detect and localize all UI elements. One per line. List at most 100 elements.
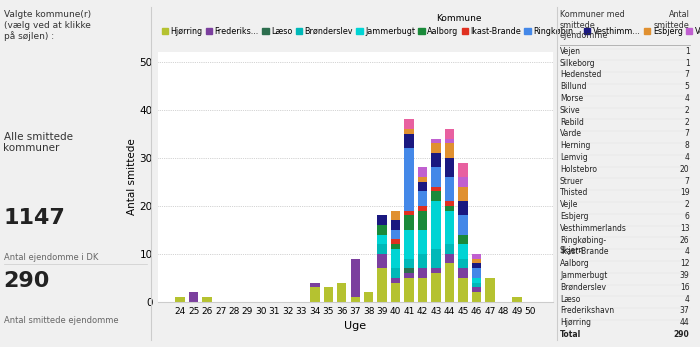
Bar	[405, 273, 414, 278]
Text: Herning: Herning	[560, 141, 590, 150]
Bar	[485, 278, 495, 302]
Bar	[418, 211, 427, 230]
Bar	[458, 244, 468, 259]
Bar	[444, 143, 454, 158]
Text: Hjørring: Hjørring	[560, 318, 591, 327]
Bar	[405, 119, 414, 129]
Bar	[444, 244, 454, 254]
Bar	[458, 268, 468, 278]
Bar	[391, 278, 400, 283]
Text: 2: 2	[685, 118, 690, 127]
Bar	[472, 268, 481, 278]
Bar	[364, 292, 373, 302]
Y-axis label: Antal smittede: Antal smittede	[127, 138, 136, 215]
Text: Ringkøbing-
Skjern: Ringkøbing- Skjern	[560, 236, 606, 255]
Bar	[458, 201, 468, 215]
Bar	[391, 211, 400, 220]
Text: Thisted: Thisted	[560, 188, 589, 197]
Bar	[391, 230, 400, 239]
X-axis label: Uge: Uge	[344, 321, 366, 331]
Text: 4: 4	[685, 153, 690, 162]
Bar	[431, 153, 441, 167]
Text: 20: 20	[680, 165, 689, 174]
Text: Frederikshavn: Frederikshavn	[560, 306, 614, 315]
Legend: Hjørring, Frederiks..., Læso, Brønderslev, Jammerbugt, Aalborg, Ikast-Brande, Ri: Hjørring, Frederiks..., Læso, Brøndersle…	[162, 14, 700, 36]
Bar	[377, 215, 387, 225]
Text: 6: 6	[685, 212, 690, 221]
Bar	[405, 259, 414, 268]
Bar	[323, 287, 333, 302]
Text: 2: 2	[685, 106, 690, 115]
Text: 290: 290	[4, 271, 50, 291]
Bar	[418, 230, 427, 254]
Bar	[431, 143, 441, 153]
Text: Esbjerg: Esbjerg	[560, 212, 589, 221]
Bar	[458, 162, 468, 177]
Text: 1147: 1147	[4, 208, 65, 228]
Bar	[512, 297, 522, 302]
Bar	[418, 206, 427, 211]
Text: Antal smittede ejendomme: Antal smittede ejendomme	[4, 316, 118, 325]
Text: 12: 12	[680, 259, 689, 268]
Bar	[405, 230, 414, 259]
Bar	[444, 211, 454, 244]
Text: 7: 7	[685, 177, 690, 186]
Bar	[444, 129, 454, 138]
Bar	[377, 244, 387, 254]
Bar	[431, 187, 441, 192]
Text: Total: Total	[560, 330, 581, 339]
Bar	[431, 167, 441, 187]
Bar	[472, 287, 481, 292]
Bar	[405, 211, 414, 215]
Text: 1: 1	[685, 47, 690, 56]
Bar	[431, 273, 441, 302]
Bar	[458, 235, 468, 244]
Bar	[351, 259, 360, 297]
Bar	[444, 254, 454, 263]
Bar	[377, 225, 387, 235]
Bar	[472, 283, 481, 287]
Bar	[391, 283, 400, 302]
Bar	[444, 158, 454, 177]
Text: 290: 290	[673, 330, 690, 339]
Text: Holstebro: Holstebro	[560, 165, 597, 174]
Bar	[391, 220, 400, 230]
Text: Morse: Morse	[560, 94, 583, 103]
Text: Antal
smittede: Antal smittede	[654, 10, 690, 30]
Text: 7: 7	[685, 70, 690, 79]
Text: 8: 8	[685, 141, 690, 150]
Bar	[310, 287, 320, 302]
Bar	[431, 192, 441, 201]
Text: Silkeborg: Silkeborg	[560, 59, 596, 68]
Text: Rebild: Rebild	[560, 118, 584, 127]
Bar	[458, 177, 468, 187]
Text: 7: 7	[685, 129, 690, 138]
Text: 1: 1	[685, 59, 690, 68]
Text: 37: 37	[680, 306, 689, 315]
Text: 26: 26	[680, 236, 689, 245]
Text: Alle smittede
kommuner: Alle smittede kommuner	[4, 132, 73, 153]
Bar	[418, 278, 427, 302]
Bar	[189, 292, 198, 302]
Bar	[418, 177, 427, 182]
Bar	[458, 187, 468, 201]
Bar	[391, 268, 400, 278]
Bar	[337, 283, 346, 302]
Text: 16: 16	[680, 283, 689, 292]
Bar	[405, 268, 414, 273]
Text: Læso: Læso	[560, 295, 580, 304]
Text: Billund: Billund	[560, 82, 587, 91]
Bar	[351, 297, 360, 302]
Text: Brønderslev: Brønderslev	[560, 283, 606, 292]
Text: Ikast-Brande: Ikast-Brande	[560, 247, 608, 256]
Bar	[418, 167, 427, 177]
Bar	[405, 129, 414, 134]
Text: 4: 4	[685, 295, 690, 304]
Bar	[472, 292, 481, 302]
Bar	[418, 192, 427, 206]
Text: 4: 4	[685, 94, 690, 103]
Text: Vejle: Vejle	[560, 200, 578, 209]
Bar	[418, 182, 427, 192]
Text: 2: 2	[685, 200, 690, 209]
Bar	[405, 278, 414, 302]
